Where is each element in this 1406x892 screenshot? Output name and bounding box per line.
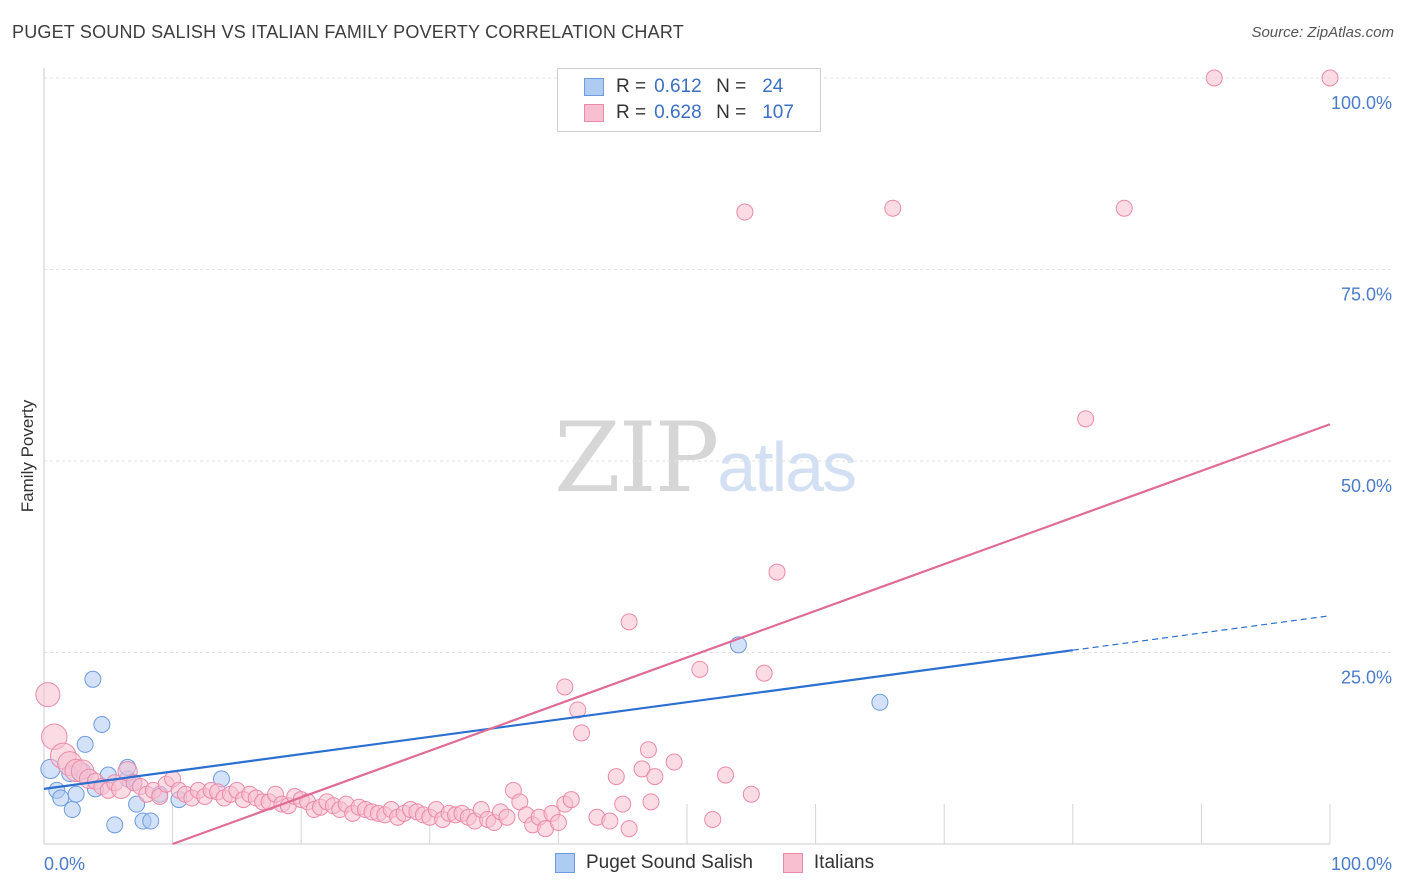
x-tick-label: 0.0%: [44, 854, 85, 874]
data-point-italians: [614, 795, 632, 813]
data-point-italians: [755, 664, 773, 682]
series-legend: Puget Sound Salish Italians: [555, 852, 904, 874]
data-point-puget: [84, 670, 102, 688]
legend-swatch-italians: [584, 104, 604, 122]
trend-line-puget: [43, 649, 1073, 790]
legend-n-value: 107: [762, 102, 794, 123]
data-point-italians: [691, 660, 709, 678]
legend-n-label: N =: [716, 76, 747, 97]
y-tick-label: 25.0%: [1341, 668, 1392, 688]
data-point-italians: [717, 766, 735, 784]
legend-row-puget: R = 0.612 N = 24: [584, 75, 783, 99]
data-point-italians: [601, 812, 619, 830]
trend-extension-puget: [1072, 615, 1331, 651]
watermark-zip: ZIP: [554, 402, 719, 514]
x-tick-label: 100.0%: [1331, 854, 1392, 874]
y-tick-label: 50.0%: [1341, 476, 1392, 496]
data-point-italians: [884, 199, 902, 217]
data-point-italians: [573, 724, 591, 742]
trend-line-italians: [172, 423, 1331, 846]
data-point-puget: [128, 795, 146, 813]
data-point-puget: [93, 716, 111, 734]
watermark-atlas: atlas: [717, 428, 857, 506]
data-point-italians: [633, 760, 651, 778]
series-legend-puget: Puget Sound Salish: [555, 852, 753, 874]
legend-swatch-puget: [584, 78, 604, 96]
data-point-italians: [1077, 410, 1095, 428]
y-tick-label: 75.0%: [1341, 285, 1392, 305]
data-point-italians: [620, 820, 638, 838]
data-point-puget: [76, 735, 94, 753]
data-point-puget: [142, 812, 160, 830]
series-swatch-puget: [555, 853, 575, 873]
series-swatch-italians: [782, 853, 803, 873]
legend-r-label: R =: [616, 76, 647, 97]
legend-r-value: 0.612: [654, 76, 702, 97]
legend-r-value: 0.628: [654, 102, 702, 123]
y-tick-label: 100.0%: [1331, 93, 1392, 113]
data-point-italians: [736, 203, 754, 221]
legend-r-label: R =: [616, 102, 647, 123]
data-point-puget: [67, 785, 85, 803]
data-point-italians: [639, 741, 657, 759]
data-point-italians: [646, 768, 664, 786]
data-point-italians: [704, 810, 722, 828]
data-point-italians: [549, 814, 567, 832]
data-point-puget: [106, 816, 124, 834]
data-point-italians: [620, 613, 638, 631]
series-legend-italians: Italians: [782, 852, 875, 874]
data-point-italians: [742, 785, 760, 803]
chart-title: PUGET SOUND SALISH VS ITALIAN FAMILY POV…: [12, 22, 684, 42]
series-label-italians: Italians: [813, 852, 875, 873]
data-point-italians: [1205, 69, 1223, 87]
data-point-puget: [63, 801, 81, 819]
series-label-puget: Puget Sound Salish: [586, 852, 753, 873]
legend-n-value: 24: [762, 76, 784, 97]
data-point-italians: [1321, 69, 1339, 87]
data-point-italians: [665, 753, 683, 771]
data-point-italians: [642, 793, 660, 811]
data-point-italians: [768, 563, 786, 581]
data-point-italians: [607, 768, 625, 786]
data-point-puget: [871, 693, 889, 711]
legend-n-label: N =: [716, 102, 747, 123]
data-point-italians: [562, 791, 580, 809]
stats-legend: R = 0.612 N = 24 R = 0.628 N = 107: [557, 68, 821, 132]
data-point-italians: [35, 682, 61, 708]
data-point-italians: [498, 808, 516, 826]
source-credit: Source: ZipAtlas.com: [1251, 24, 1394, 41]
data-point-italians: [556, 678, 574, 696]
data-point-italians: [1115, 199, 1133, 217]
legend-row-italians: R = 0.628 N = 107: [584, 101, 794, 125]
watermark: ZIPatlas: [554, 402, 857, 514]
